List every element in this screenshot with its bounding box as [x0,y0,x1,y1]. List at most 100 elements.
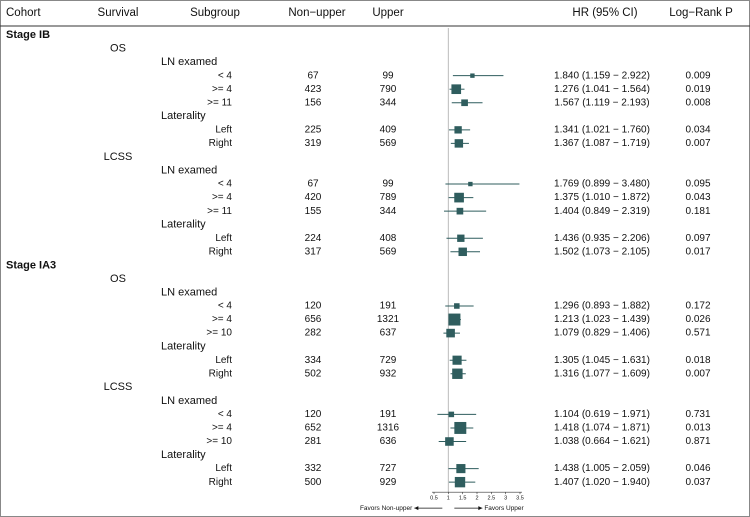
subgroup-label: Left [215,124,232,135]
survival-label: LCSS [104,151,133,163]
upper-count: 409 [380,124,397,135]
subgroup-label: >= 11 [207,206,232,217]
hr-box [448,411,455,418]
p-value: 0.871 [685,436,710,447]
hr-box [454,421,467,434]
upper-count: 99 [382,70,394,81]
hr-box [454,476,466,488]
p-value: 0.097 [685,233,710,244]
subgroup-label: >= 4 [212,423,232,434]
survival-label: OS [110,273,126,285]
p-value: 0.026 [685,314,710,325]
hr-box [448,313,461,326]
hr-box [445,437,454,446]
group-label: Laterality [161,110,206,122]
upper-count: 344 [380,206,397,217]
hr-ci: 1.840 (1.159 − 2.922) [554,70,650,81]
hr-ci: 1.367 (1.087 − 1.719) [554,138,650,149]
hr-ci: 1.567 (1.119 − 2.193) [554,97,649,108]
subgroup-label: Right [209,138,233,149]
subgroup-label: >= 11 [207,97,232,108]
subgroup-label: < 4 [218,301,233,312]
upper-count: 790 [380,84,397,95]
x-tick-label: 2.5 [488,496,496,502]
subgroup-label: >= 10 [206,436,232,447]
subgroup-label: Right [209,368,233,379]
x-tick-label: 1.5 [459,496,467,502]
non-upper-count: 423 [305,84,322,95]
hr-box [456,207,464,215]
p-value: 0.018 [685,355,710,366]
upper-count: 191 [380,301,397,312]
hr-ci: 1.276 (1.041 − 1.564) [554,84,650,95]
non-upper-count: 67 [307,179,319,190]
favors-right: Favors Upper [484,505,524,512]
hr-box [470,73,475,78]
hr-ci: 1.213 (1.023 − 1.439) [554,314,650,325]
p-value: 0.008 [685,97,710,108]
hr-box [456,464,466,474]
non-upper-count: 656 [305,314,322,325]
survival-label: LCSS [104,381,133,393]
hr-ci: 1.404 (0.849 − 2.319) [554,206,650,217]
non-upper-count: 420 [305,192,322,203]
x-tick-label: 2 [475,496,478,502]
subgroup-label: >= 4 [212,84,232,95]
hr-ci: 1.079 (0.829 − 1.406) [554,328,650,339]
hr-ci: 1.341 (1.021 − 1.760) [554,124,650,135]
upper-count: 191 [380,409,397,420]
hr-ci: 1.316 (1.077 − 1.609) [554,368,650,379]
p-value: 0.046 [685,463,710,474]
x-tick-label: 3 [504,496,507,502]
upper-count: 929 [380,477,397,488]
group-label: LN examed [161,164,217,176]
p-value: 0.017 [685,246,710,257]
p-value: 0.007 [685,138,710,149]
x-tick-label: 0.5 [430,496,438,502]
p-value: 0.043 [685,192,710,203]
upper-count: 932 [380,368,397,379]
subgroup-label: < 4 [218,409,233,420]
hr-box [454,139,464,148]
group-label: LN examed [161,395,217,407]
upper-count: 637 [380,328,397,339]
x-tick-label: 1 [447,496,450,502]
subgroup-label: >= 4 [212,314,232,325]
column-header: Non−upper [288,7,345,19]
hr-box [452,355,462,365]
p-value: 0.019 [685,84,710,95]
p-value: 0.095 [685,179,710,190]
hr-ci: 1.104 (0.619 − 1.971) [554,409,650,420]
subgroup-label: >= 10 [206,328,232,339]
column-header: HR (95% CI) [572,7,637,19]
column-header: Log−Rank P [669,7,733,19]
non-upper-count: 282 [305,328,322,339]
subgroup-label: Left [215,463,232,474]
hr-box [454,192,464,203]
p-value: 0.172 [685,301,710,312]
subgroup-label: Right [209,477,233,488]
upper-count: 344 [380,97,397,108]
upper-count: 569 [380,246,397,257]
subgroup-label: < 4 [218,179,233,190]
hr-ci: 1.502 (1.073 − 2.105) [554,246,650,257]
upper-count: 636 [380,436,397,447]
upper-count: 789 [380,192,397,203]
subgroup-label: >= 4 [212,192,232,203]
hr-ci: 1.375 (1.010 − 1.872) [554,192,650,203]
subgroup-label: Right [209,246,233,257]
hr-box [461,99,468,107]
non-upper-count: 224 [305,233,322,244]
upper-count: 408 [380,233,397,244]
upper-count: 569 [380,138,397,149]
arrow-left-head [414,506,419,511]
group-label: LN examed [161,56,217,68]
non-upper-count: 319 [305,138,322,149]
column-header: Survival [98,7,139,19]
p-value: 0.009 [685,70,710,81]
hr-ci: 1.038 (0.664 − 1.621) [554,436,650,447]
group-label: Laterality [161,341,206,353]
p-value: 0.731 [685,409,710,420]
hr-box [468,181,473,187]
